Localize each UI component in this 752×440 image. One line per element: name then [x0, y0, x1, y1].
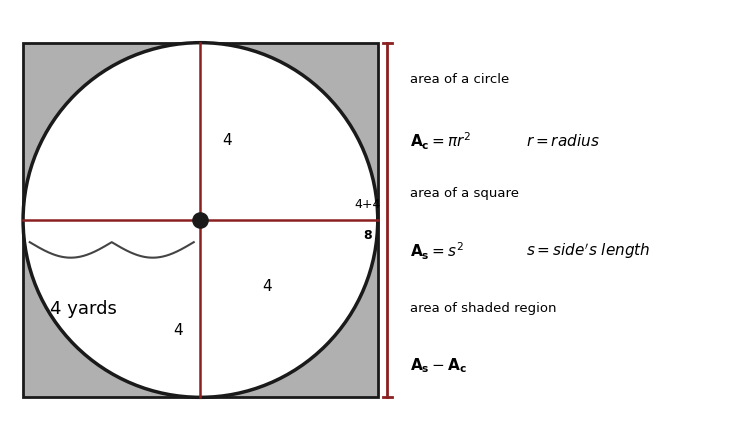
Text: 4+4: 4+4	[355, 198, 381, 211]
Text: area of a square: area of a square	[410, 187, 519, 200]
Circle shape	[23, 43, 378, 397]
Text: 4: 4	[262, 279, 271, 294]
Text: 4: 4	[174, 323, 183, 338]
Text: $s=side's\ length$: $s=side's\ length$	[526, 241, 651, 260]
Text: $\mathbf{A_s}=s^2$: $\mathbf{A_s}=s^2$	[410, 240, 464, 261]
Text: $r=radius$: $r=radius$	[526, 133, 600, 149]
Text: 4: 4	[222, 133, 232, 148]
Text: 8: 8	[364, 229, 372, 242]
Text: $\mathbf{A_c}=\pi r^2$: $\mathbf{A_c}=\pi r^2$	[410, 130, 472, 151]
Text: area of shaded region: area of shaded region	[410, 301, 556, 315]
Point	[194, 216, 206, 224]
Text: 4 yards: 4 yards	[50, 300, 117, 318]
Text: $\mathbf{A_s}-\mathbf{A_c}$: $\mathbf{A_s}-\mathbf{A_c}$	[410, 356, 467, 374]
Text: area of a circle: area of a circle	[410, 73, 509, 86]
